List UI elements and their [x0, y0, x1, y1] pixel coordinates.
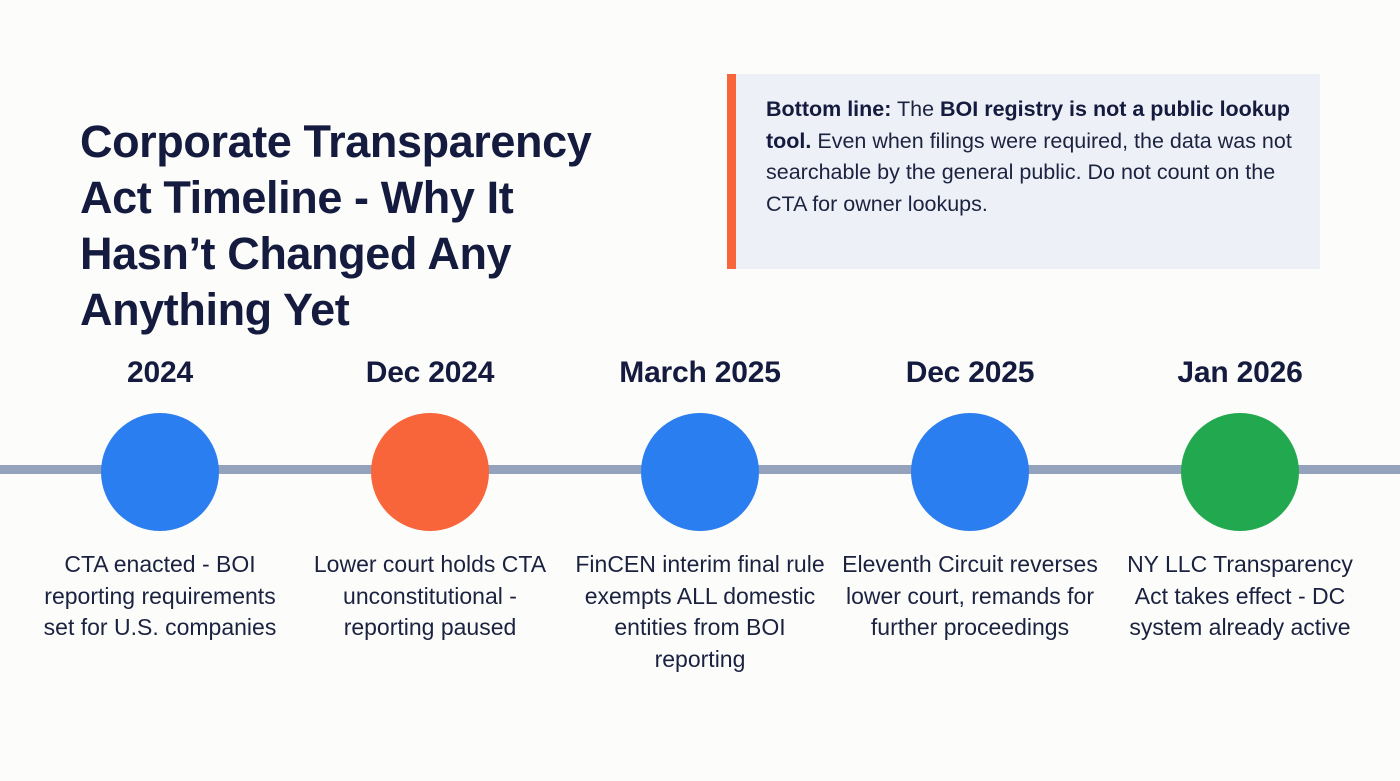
callout-text: Bottom line: The BOI registry is not a p…	[736, 74, 1320, 220]
timeline-item: March 2025 FinCEN interim final rule exem…	[565, 0, 835, 781]
timeline-item-description: NY LLC Transparency Act takes effect - D…	[1127, 551, 1353, 640]
timeline-item: Dec 2025 Eleventh Circuit reverses lower …	[835, 0, 1105, 781]
timeline-marker-dot	[1181, 413, 1299, 531]
timeline-item-date: Dec 2024	[365, 356, 495, 389]
timeline-item-description: Eleventh Circuit reverses lower court, r…	[842, 551, 1098, 640]
callout-text-part-2: Even when filings were required, the dat…	[766, 128, 1292, 216]
timeline-item-date: March 2025	[619, 356, 781, 389]
timeline-item: 2024 CTA enacted - BOI reporting requirem…	[25, 0, 295, 781]
timeline-item-description: CTA enacted - BOI reporting requirements…	[43, 551, 277, 640]
timeline-item: Jan 2026 NY LLC Transparency Act takes ef…	[1105, 0, 1375, 781]
page-title: Corporate Transparency Act Timeline - Wh…	[80, 116, 592, 336]
callout-emphasis: BOI registry is not a public lookup tool…	[766, 97, 1291, 153]
timeline-marker-dot	[641, 413, 759, 531]
timeline-item-description: Lower court holds CTA unconstitutional -…	[313, 551, 547, 640]
timeline-marker-dot	[911, 413, 1029, 531]
timeline-item-date: Dec 2025	[905, 356, 1035, 389]
timeline-item-date: Jan 2026	[1177, 356, 1303, 389]
callout-accent-bar	[727, 74, 736, 269]
timeline-item-date: 2024	[127, 356, 193, 389]
timeline-marker-dot	[101, 413, 219, 531]
bottom-line-callout: Bottom line: The BOI registry is not a p…	[727, 74, 1320, 269]
callout-lead-label: Bottom line:	[766, 97, 892, 121]
timeline-item: Dec 2024 Lower court holds CTA unconstitu…	[295, 0, 565, 781]
timeline-item-description: FinCEN interim final rule exempts ALL do…	[575, 551, 825, 672]
callout-text-part-1: The	[891, 97, 941, 121]
timeline-marker-dot	[371, 413, 489, 531]
